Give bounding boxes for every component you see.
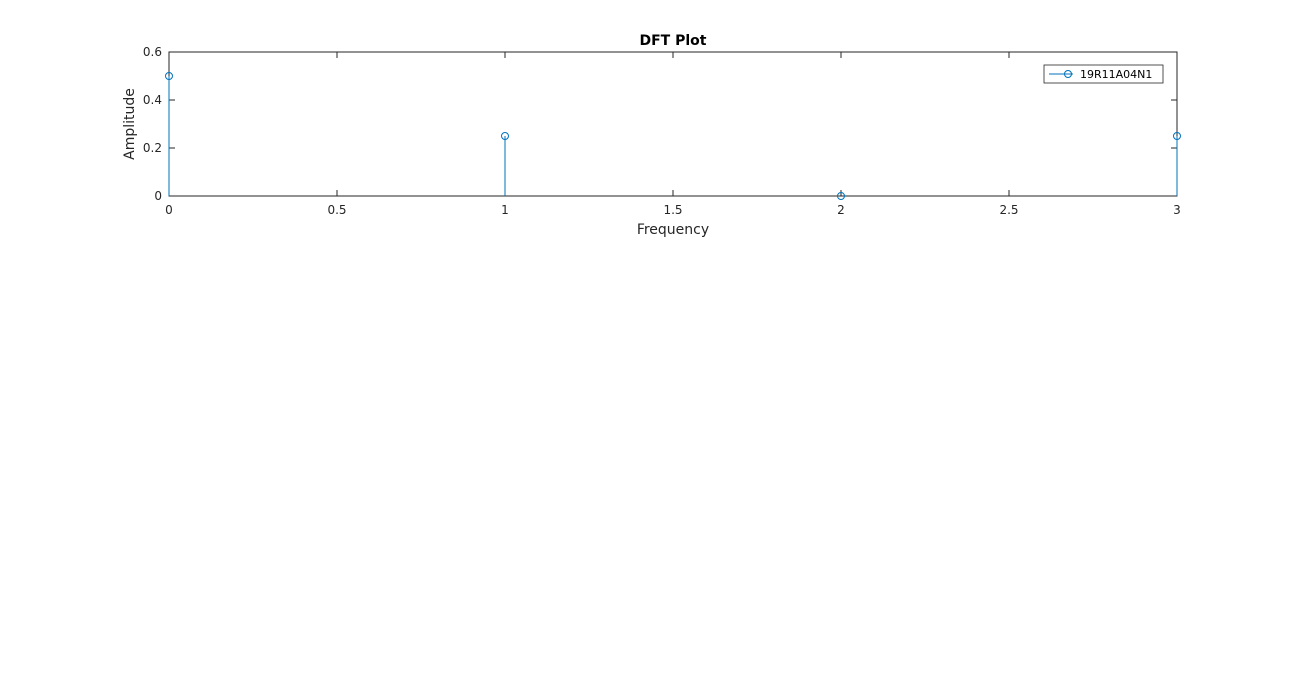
y-axis-label: Amplitude (122, 88, 138, 160)
y-axis-ticks: 0 0.2 0.4 0.6 (143, 45, 1177, 203)
stem-marker (1173, 132, 1181, 140)
x-tick-label: 2.5 (999, 203, 1018, 217)
legend-marker-icon (1064, 70, 1072, 78)
legend-entry-label: 19R11A04N1 (1080, 68, 1152, 81)
x-tick-label: 1 (501, 203, 509, 217)
x-tick-label: 3 (1173, 203, 1181, 217)
legend-box (1043, 64, 1164, 84)
x-axis-ticks: 0 0.5 1 1.5 2 2.5 3 (165, 52, 1181, 217)
y-tick-label: 0.4 (143, 93, 162, 107)
x-tick-label: 0.5 (327, 203, 346, 217)
legend: 19R11A04N1 (1043, 64, 1164, 84)
y-tick-label: 0.2 (143, 141, 162, 155)
stem-marker (837, 192, 845, 200)
x-tick-label: 0 (165, 203, 173, 217)
chart-title: DFT Plot (640, 33, 707, 49)
x-axis-label: Frequency (637, 222, 709, 238)
y-tick-label: 0 (154, 189, 162, 203)
x-tick-label: 2 (837, 203, 845, 217)
stem-marker (501, 132, 509, 140)
x-tick-label: 1.5 (663, 203, 682, 217)
y-tick-label: 0.6 (143, 45, 162, 59)
plot-area (168, 51, 1178, 197)
stem-series (165, 72, 1181, 200)
stem-marker (165, 72, 173, 80)
